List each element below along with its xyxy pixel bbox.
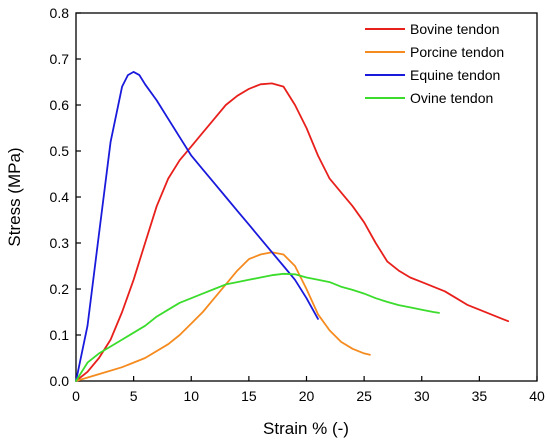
x-tick-label: 5 — [130, 388, 138, 404]
x-tick-label: 20 — [299, 388, 315, 404]
y-tick-label: 0.1 — [50, 327, 70, 343]
x-axis-title: Strain % (-) — [263, 419, 349, 438]
y-tick-label: 0.0 — [50, 373, 70, 389]
y-tick-label: 0.6 — [50, 97, 70, 113]
legend-label-porcine-tendon: Porcine tendon — [410, 44, 504, 60]
x-tick-label: 30 — [414, 388, 430, 404]
series-line-bovine-tendon — [75, 82, 510, 382]
legend: Bovine tendon Porcine tendon Equine tendon… — [365, 21, 504, 106]
x-tick-label: 0 — [72, 388, 80, 404]
y-tick-label: 0.2 — [50, 281, 70, 297]
series-line-ovine-tendon — [75, 272, 440, 382]
x-tick-label: 25 — [356, 388, 372, 404]
y-tick-label: 0.5 — [50, 143, 70, 159]
series-line-porcine-tendon — [75, 251, 371, 382]
series-group — [75, 71, 510, 382]
series-line-equine-tendon — [75, 71, 319, 382]
y-axis-ticks: 0.0 0.1 0.2 0.3 0.4 0.5 0.6 0.7 0.8 — [50, 5, 81, 389]
x-tick-label: 35 — [472, 388, 488, 404]
legend-label-equine-tendon: Equine tendon — [410, 67, 500, 83]
x-tick-label: 15 — [241, 388, 257, 404]
y-tick-label: 0.3 — [50, 235, 70, 251]
x-axis-ticks: 0 5 10 15 20 25 30 35 40 — [72, 376, 545, 404]
y-axis-title: Stress (MPa) — [5, 147, 24, 246]
y-tick-label: 0.8 — [50, 5, 70, 21]
y-tick-label: 0.7 — [50, 51, 70, 67]
legend-label-bovine-tendon: Bovine tendon — [410, 21, 500, 37]
x-tick-label: 10 — [183, 388, 199, 404]
legend-label-ovine-tendon: Ovine tendon — [410, 90, 493, 106]
x-tick-label: 40 — [529, 388, 545, 404]
y-tick-label: 0.4 — [50, 189, 70, 205]
